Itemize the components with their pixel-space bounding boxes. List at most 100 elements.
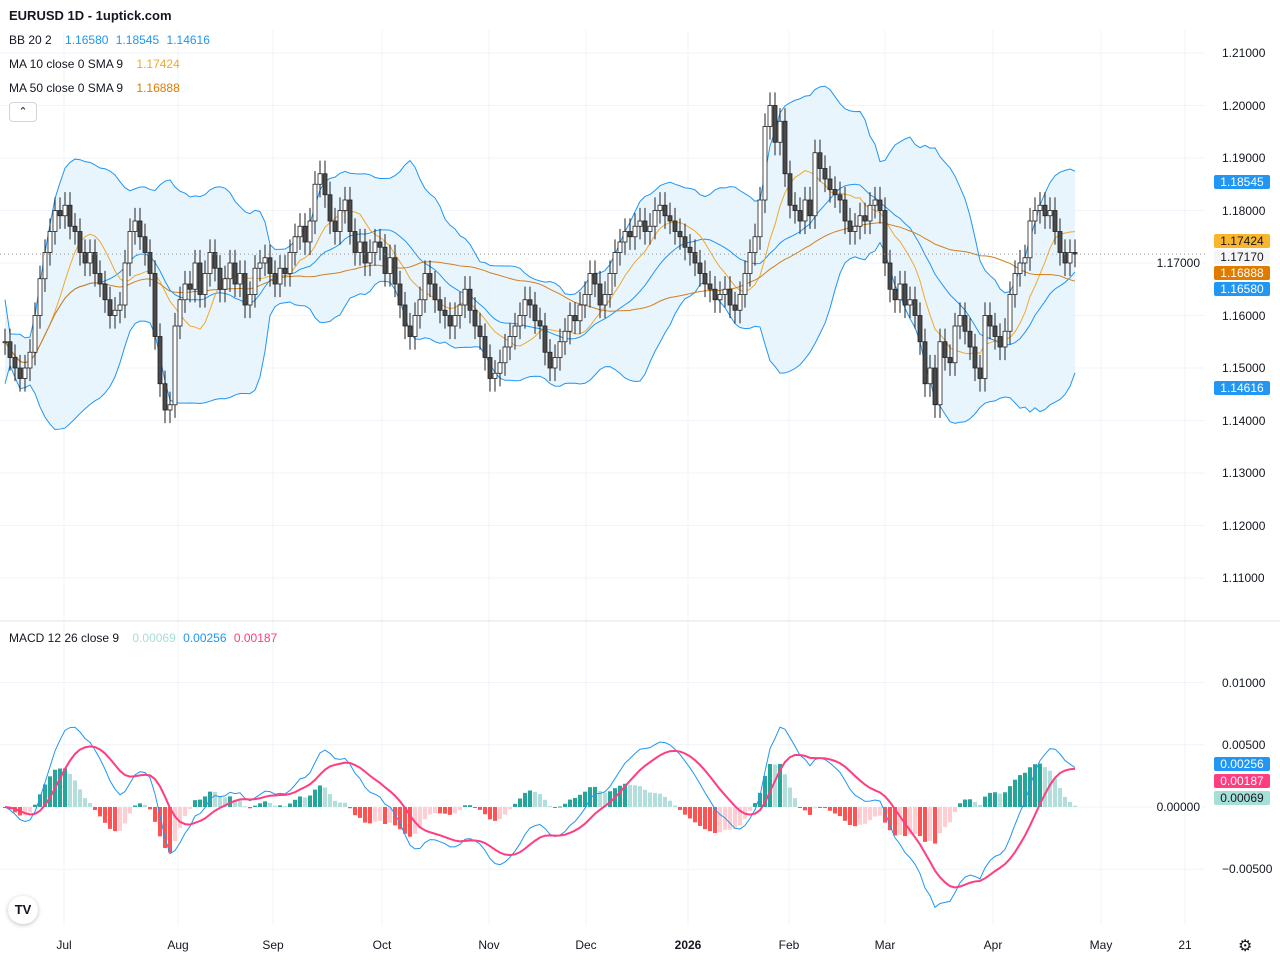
- macd-tag: 0.00187: [1214, 774, 1270, 788]
- candle-body: [107, 299, 113, 316]
- macd-histogram-bar: [438, 807, 442, 814]
- macd-histogram-bar: [103, 807, 107, 823]
- macd-histogram-bar: [493, 807, 497, 821]
- candle-body: [47, 231, 53, 253]
- macd-tag: 0.00256: [1214, 757, 1270, 771]
- macd-histogram-bar: [968, 799, 972, 807]
- macd-histogram-bar: [293, 799, 297, 807]
- macd-histogram-bar: [663, 796, 667, 807]
- macd-histogram-bar: [233, 799, 237, 807]
- macd-histogram-bar: [593, 786, 597, 807]
- ma50-label: MA 50 close 0 SMA 9: [9, 81, 124, 95]
- macd-histogram-bar: [668, 800, 672, 807]
- candle-body: [632, 225, 638, 238]
- macd-histogram-bar: [123, 807, 127, 824]
- macd-histogram-bar: [733, 807, 737, 830]
- candle-body: [62, 204, 68, 217]
- macd-histogram-bar: [378, 807, 382, 822]
- macd-histogram-bar: [43, 784, 47, 807]
- tradingview-logo[interactable]: TV: [8, 896, 38, 924]
- gear-icon[interactable]: ⚙: [1238, 938, 1253, 955]
- candle-body: [607, 273, 613, 295]
- macd-histogram-bar: [238, 800, 242, 807]
- bb-upper-line: [4, 85, 1076, 339]
- candle-body: [777, 120, 783, 143]
- candle-body: [782, 120, 788, 175]
- candle-body: [407, 325, 413, 337]
- candle-body: [512, 325, 518, 337]
- time-tick-label: 21: [1178, 938, 1192, 952]
- macd-histogram-bar: [943, 807, 947, 828]
- macd-signal-value: 0.00187: [233, 631, 278, 645]
- macd-histogram-bar: [938, 807, 942, 834]
- macd-histogram-bar: [793, 798, 797, 807]
- candle-body: [422, 273, 428, 301]
- candle-body: [902, 283, 908, 306]
- macd-histogram-bar: [533, 791, 537, 807]
- macd-histogram-bar: [158, 807, 162, 837]
- macd-histogram-bar: [288, 803, 292, 807]
- candle-body: [382, 246, 388, 274]
- legend-macd[interactable]: MACD 12 26 close 9 0.00069 0.00256 0.001…: [9, 631, 281, 645]
- candle-body: [612, 252, 618, 274]
- macd-histogram-bar: [713, 807, 717, 834]
- macd-histogram-bar: [883, 807, 887, 823]
- macd-histogram-bar: [273, 805, 277, 807]
- candle-body: [427, 273, 433, 285]
- legend-ma10[interactable]: MA 10 close 0 SMA 9 1.17424: [9, 57, 184, 71]
- macd-histogram-bar: [908, 807, 912, 835]
- candle-body: [487, 357, 493, 379]
- macd-histogram-bar: [773, 764, 777, 807]
- macd-histogram-bar: [278, 805, 282, 807]
- candle-body: [1027, 220, 1033, 259]
- macd-histogram-bar: [863, 807, 867, 824]
- candle-body: [342, 199, 348, 211]
- macd-histogram-bar: [193, 800, 197, 807]
- ma50-value: 1.16888: [136, 81, 180, 95]
- collapse-legend-button[interactable]: ⌃: [9, 102, 37, 122]
- macd-histogram-bar: [783, 774, 787, 807]
- candle-body: [827, 178, 833, 190]
- candle-body: [787, 173, 793, 206]
- macd-histogram-bar: [373, 807, 377, 822]
- macd-histogram-bar: [23, 807, 27, 816]
- candle-body: [912, 299, 918, 316]
- macd-tag: 0.00069: [1214, 791, 1270, 805]
- macd-histogram-bar: [718, 807, 722, 833]
- candle-body: [177, 299, 183, 327]
- price-tag: 1.14616: [1214, 381, 1270, 396]
- candle-body: [317, 173, 323, 185]
- candle-body: [662, 204, 668, 217]
- candle-body: [737, 294, 743, 311]
- candle-body: [887, 262, 893, 290]
- candle-body: [997, 336, 1003, 348]
- legend-ma50[interactable]: MA 50 close 0 SMA 9 1.16888: [9, 81, 184, 95]
- macd-histogram-bar: [763, 776, 767, 807]
- candle-body: [477, 325, 483, 337]
- candle-body: [927, 367, 933, 385]
- candle-body: [247, 294, 253, 306]
- candle-body: [372, 241, 378, 253]
- price-tag: 1.17424: [1214, 233, 1270, 248]
- macd-tick-label: 0.00500: [1222, 737, 1266, 752]
- macd-histogram-bar: [78, 789, 82, 807]
- macd-histogram-bar: [138, 803, 142, 807]
- candle-body: [307, 220, 313, 243]
- candle-body: [547, 351, 553, 369]
- candle-body: [292, 236, 298, 253]
- macd-histogram-bar: [33, 804, 37, 807]
- price-tick-label: 1.17000: [1154, 256, 1202, 270]
- macd-histogram-bar: [903, 807, 907, 837]
- macd-histogram-bar: [753, 803, 757, 807]
- candle-body: [147, 252, 153, 274]
- legend-bb[interactable]: BB 20 2 1.16580 1.18545 1.14616: [9, 33, 214, 47]
- candle-body: [527, 299, 533, 306]
- macd-histogram-bar: [323, 787, 327, 807]
- macd-histogram-bar: [48, 776, 52, 807]
- candle-body: [647, 225, 653, 232]
- chart-title: EURUSD 1D - 1uptick.com: [9, 8, 172, 23]
- macd-histogram-bar: [338, 802, 342, 807]
- candle-body: [672, 220, 678, 232]
- candle-body: [312, 183, 318, 222]
